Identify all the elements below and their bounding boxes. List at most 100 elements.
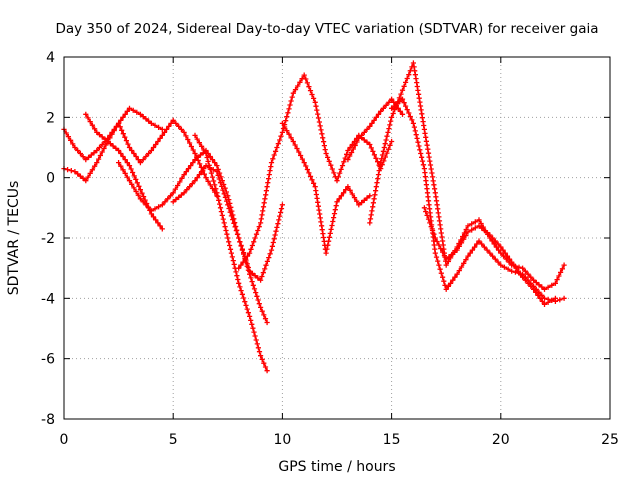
data-point-marker (406, 110, 412, 116)
data-point-marker (469, 221, 475, 227)
data-point-marker (254, 341, 260, 347)
data-point-marker (68, 137, 74, 143)
data-point-marker (435, 258, 441, 264)
data-point-marker (495, 241, 501, 247)
data-point-marker (231, 261, 237, 267)
data-point-marker (156, 204, 162, 210)
data-point-marker (425, 146, 431, 152)
data-point-marker (237, 239, 243, 245)
data-point-marker (70, 141, 76, 147)
data-point-marker (94, 147, 100, 154)
data-point-marker (227, 209, 233, 215)
data-point-marker (513, 265, 519, 271)
data-point-marker (452, 274, 458, 280)
data-point-marker (107, 135, 113, 141)
data-point-marker (354, 139, 360, 145)
series-sat-c (83, 111, 220, 199)
data-point-marker (312, 99, 318, 105)
data-point-marker (441, 253, 447, 259)
data-point-marker (307, 173, 314, 179)
data-point-marker (375, 176, 381, 182)
data-point-marker (155, 220, 161, 226)
data-point-marker (221, 220, 227, 226)
data-point-marker (150, 214, 157, 220)
data-point-marker (385, 146, 392, 152)
data-point-marker (230, 217, 236, 223)
data-point-marker (458, 240, 465, 246)
data-point-marker (126, 163, 133, 169)
data-point-marker (116, 160, 122, 166)
data-point-marker (469, 247, 475, 253)
data-point-marker (203, 175, 209, 181)
data-point-marker (315, 115, 322, 121)
data-point-marker (403, 103, 409, 109)
data-point-marker (297, 79, 303, 85)
data-point-marker (284, 114, 290, 120)
data-point-marker (146, 150, 152, 157)
data-point-marker (201, 147, 207, 153)
data-point-marker (87, 119, 93, 125)
data-point-marker (423, 134, 429, 140)
data-point-marker (397, 108, 403, 114)
data-point-marker (331, 170, 337, 176)
data-point-marker (219, 183, 225, 189)
data-point-marker (117, 124, 123, 130)
data-point-marker (274, 224, 280, 230)
data-point-marker (96, 132, 103, 138)
data-point-marker (373, 188, 379, 194)
data-point-marker (419, 158, 426, 164)
data-point-marker (256, 349, 263, 355)
data-point-marker (260, 208, 266, 214)
data-point-marker (531, 286, 537, 292)
data-point-marker (436, 262, 442, 268)
data-point-marker (183, 169, 189, 175)
data-point-marker (420, 162, 427, 168)
data-point-marker (268, 160, 275, 166)
data-point-marker (407, 68, 413, 74)
data-point-marker (371, 196, 377, 202)
data-point-marker (319, 131, 325, 137)
data-point-marker (330, 218, 336, 225)
data-point-marker (479, 241, 485, 247)
data-point-marker (380, 105, 386, 111)
data-point-marker (490, 253, 496, 259)
data-point-marker (120, 153, 126, 160)
series-sat-k (421, 205, 558, 307)
data-point-marker (137, 111, 143, 117)
data-point-marker (286, 131, 292, 137)
data-point-marker (299, 156, 305, 162)
data-point-marker (225, 202, 231, 208)
data-point-marker (185, 136, 191, 143)
data-point-marker (386, 99, 392, 105)
data-point-marker (361, 129, 367, 135)
data-point-marker (122, 134, 128, 140)
data-point-marker (203, 150, 209, 157)
data-point-marker (239, 246, 245, 252)
data-point-marker (234, 273, 240, 279)
data-point-marker (342, 155, 348, 161)
data-point-marker (264, 184, 270, 190)
data-point-marker (181, 190, 187, 196)
x-axis-label: GPS time / hours (278, 459, 395, 475)
series-sat-g (236, 72, 395, 271)
data-point-marker (83, 178, 89, 184)
data-point-marker (345, 184, 351, 190)
data-point-marker (323, 150, 329, 157)
data-point-marker (318, 219, 324, 225)
data-point-marker (404, 75, 410, 82)
data-point-marker (401, 83, 407, 89)
data-point-marker (207, 166, 213, 172)
data-point-marker (284, 128, 290, 134)
y-axis-label: SDTVAR / TECUs (6, 181, 22, 296)
data-point-marker (232, 224, 238, 230)
data-point-marker (476, 238, 482, 244)
data-point-marker (377, 164, 383, 170)
data-point-marker (173, 196, 179, 203)
data-point-marker (211, 178, 217, 184)
data-point-marker (265, 180, 271, 186)
data-point-marker (309, 177, 315, 183)
data-point-marker (223, 227, 229, 234)
data-point-marker (249, 321, 255, 327)
data-point-marker (131, 150, 137, 157)
data-point-marker (347, 153, 353, 159)
